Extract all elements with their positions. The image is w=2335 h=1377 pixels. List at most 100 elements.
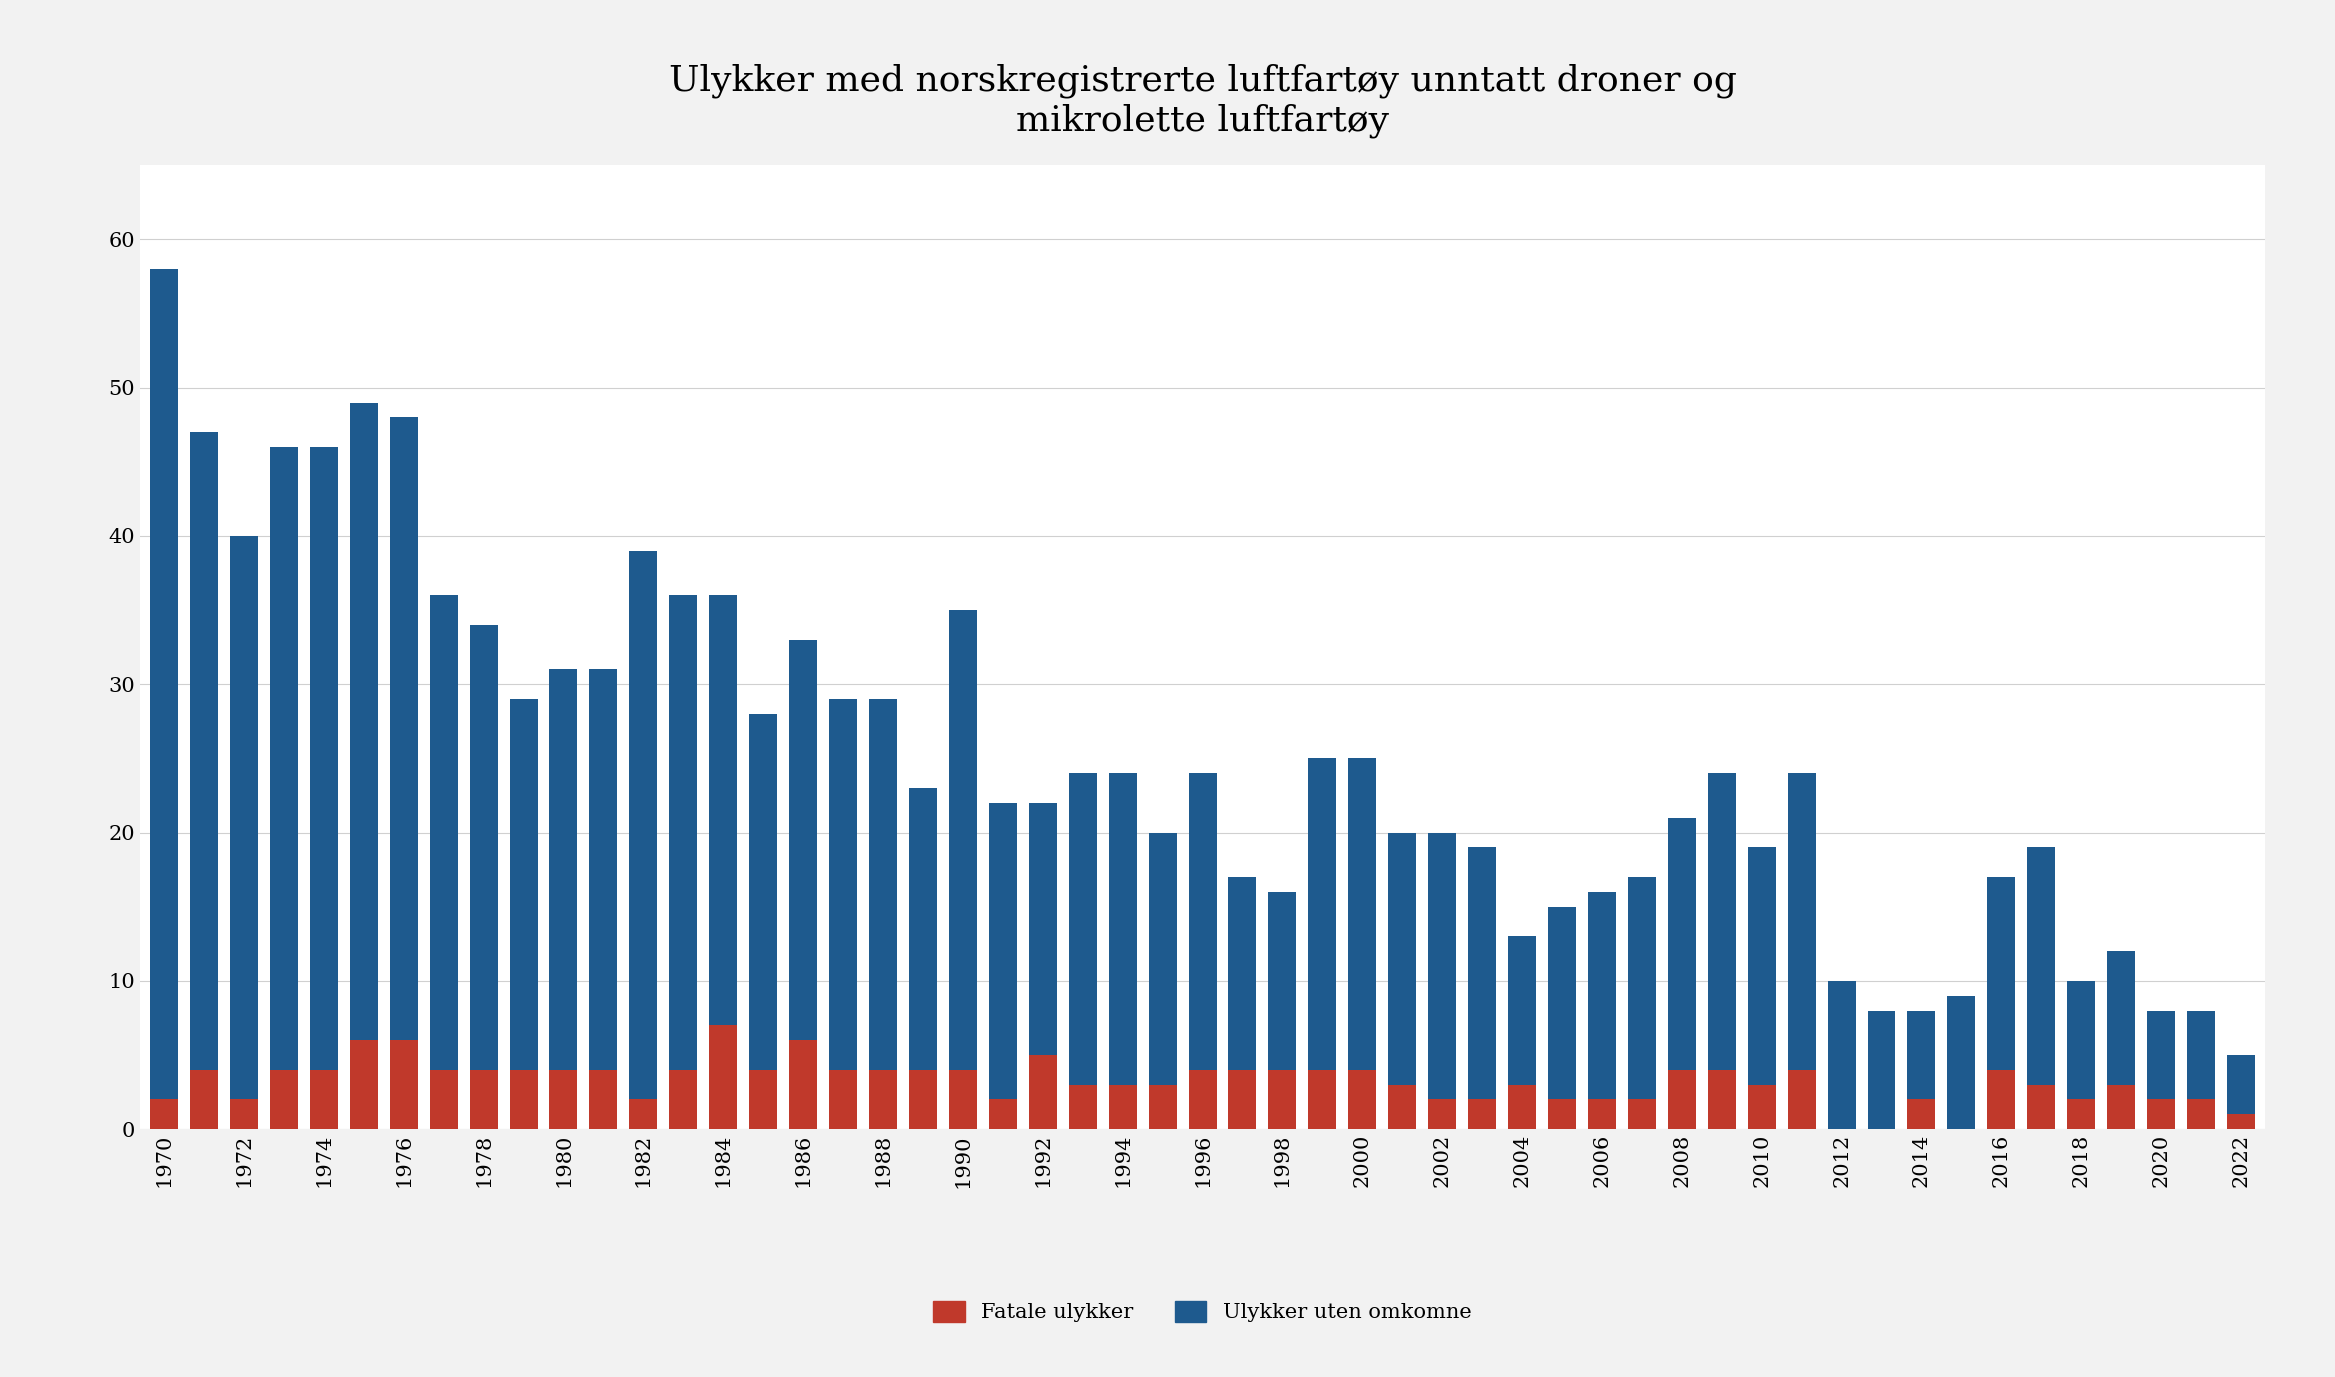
Bar bbox=[1469, 847, 1497, 1099]
Bar bbox=[149, 269, 177, 1099]
Bar bbox=[350, 402, 378, 1040]
Bar bbox=[189, 432, 217, 1070]
Bar bbox=[2027, 1085, 2055, 1129]
Bar bbox=[1548, 906, 1576, 1099]
Bar bbox=[311, 1070, 339, 1129]
Bar bbox=[350, 1040, 378, 1129]
Bar bbox=[710, 1026, 738, 1129]
Bar bbox=[630, 1099, 658, 1129]
Bar bbox=[750, 1070, 778, 1129]
Bar bbox=[1109, 1085, 1137, 1129]
Bar bbox=[869, 1070, 897, 1129]
Bar bbox=[1389, 833, 1417, 1085]
Bar bbox=[1189, 1070, 1217, 1129]
Bar bbox=[1347, 759, 1375, 1070]
Title: Ulykker med norskregistrerte luftfartøy unntatt droner og
mikrolette luftfartøy: Ulykker med norskregistrerte luftfartøy … bbox=[668, 63, 1737, 138]
Bar bbox=[549, 1070, 577, 1129]
Legend: Fatale ulykker, Ulykker uten omkomne: Fatale ulykker, Ulykker uten omkomne bbox=[925, 1293, 1480, 1330]
Bar bbox=[1508, 936, 1536, 1085]
Bar bbox=[789, 640, 817, 1040]
Bar bbox=[2066, 1099, 2094, 1129]
Bar bbox=[2228, 1055, 2256, 1114]
Bar bbox=[390, 1040, 418, 1129]
Bar bbox=[588, 1070, 616, 1129]
Bar bbox=[710, 595, 738, 1026]
Bar bbox=[1149, 1085, 1177, 1129]
Bar bbox=[1308, 1070, 1336, 1129]
Bar bbox=[988, 803, 1016, 1099]
Bar bbox=[2066, 980, 2094, 1099]
Bar bbox=[1987, 877, 2015, 1070]
Bar bbox=[2027, 847, 2055, 1085]
Bar bbox=[390, 417, 418, 1040]
Bar bbox=[469, 1070, 497, 1129]
Bar bbox=[1069, 1085, 1097, 1129]
Bar bbox=[908, 788, 936, 1070]
Bar bbox=[1707, 774, 1735, 1070]
Bar bbox=[1149, 833, 1177, 1085]
Bar bbox=[1828, 980, 1856, 1129]
Bar bbox=[229, 536, 257, 1099]
Bar bbox=[2106, 952, 2134, 1085]
Bar bbox=[1747, 847, 1775, 1085]
Bar bbox=[1347, 1070, 1375, 1129]
Bar bbox=[1627, 877, 1656, 1099]
Bar bbox=[908, 1070, 936, 1129]
Bar bbox=[509, 700, 537, 1070]
Bar bbox=[2148, 1011, 2176, 1099]
Bar bbox=[1030, 803, 1058, 1055]
Bar bbox=[829, 700, 857, 1070]
Bar bbox=[189, 1070, 217, 1129]
Bar bbox=[1268, 1070, 1296, 1129]
Bar bbox=[869, 700, 897, 1070]
Bar bbox=[988, 1099, 1016, 1129]
Bar bbox=[430, 1070, 458, 1129]
Bar bbox=[1308, 759, 1336, 1070]
Bar bbox=[1429, 1099, 1457, 1129]
Bar bbox=[588, 669, 616, 1070]
Bar bbox=[1789, 774, 1817, 1070]
Bar bbox=[1069, 774, 1097, 1085]
Bar bbox=[2188, 1099, 2216, 1129]
Bar bbox=[750, 713, 778, 1070]
Bar bbox=[549, 669, 577, 1070]
Bar bbox=[1588, 1099, 1616, 1129]
Bar bbox=[1389, 1085, 1417, 1129]
Bar bbox=[1228, 1070, 1256, 1129]
Bar bbox=[430, 595, 458, 1070]
Bar bbox=[1908, 1011, 1936, 1099]
Bar bbox=[1789, 1070, 1817, 1129]
Bar bbox=[2148, 1099, 2176, 1129]
Bar bbox=[1987, 1070, 2015, 1129]
Bar bbox=[2228, 1114, 2256, 1129]
Bar bbox=[1908, 1099, 1936, 1129]
Bar bbox=[469, 625, 497, 1070]
Bar bbox=[948, 1070, 976, 1129]
Bar bbox=[271, 448, 299, 1070]
Bar bbox=[271, 1070, 299, 1129]
Bar bbox=[829, 1070, 857, 1129]
Bar bbox=[1429, 833, 1457, 1099]
Bar bbox=[149, 1099, 177, 1129]
Bar bbox=[1667, 818, 1695, 1070]
Bar bbox=[1627, 1099, 1656, 1129]
Bar bbox=[1268, 892, 1296, 1070]
Bar bbox=[1030, 1055, 1058, 1129]
Bar bbox=[2106, 1085, 2134, 1129]
Bar bbox=[630, 551, 658, 1099]
Bar bbox=[229, 1099, 257, 1129]
Bar bbox=[1548, 1099, 1576, 1129]
Bar bbox=[670, 595, 698, 1070]
Bar bbox=[1947, 996, 1975, 1129]
Bar bbox=[948, 610, 976, 1070]
Bar bbox=[509, 1070, 537, 1129]
Bar bbox=[1469, 1099, 1497, 1129]
Bar bbox=[1228, 877, 1256, 1070]
Bar bbox=[1588, 892, 1616, 1099]
Bar bbox=[1189, 774, 1217, 1070]
Bar bbox=[311, 448, 339, 1070]
Bar bbox=[1667, 1070, 1695, 1129]
Bar bbox=[1707, 1070, 1735, 1129]
Bar bbox=[1868, 1011, 1896, 1129]
Bar bbox=[670, 1070, 698, 1129]
